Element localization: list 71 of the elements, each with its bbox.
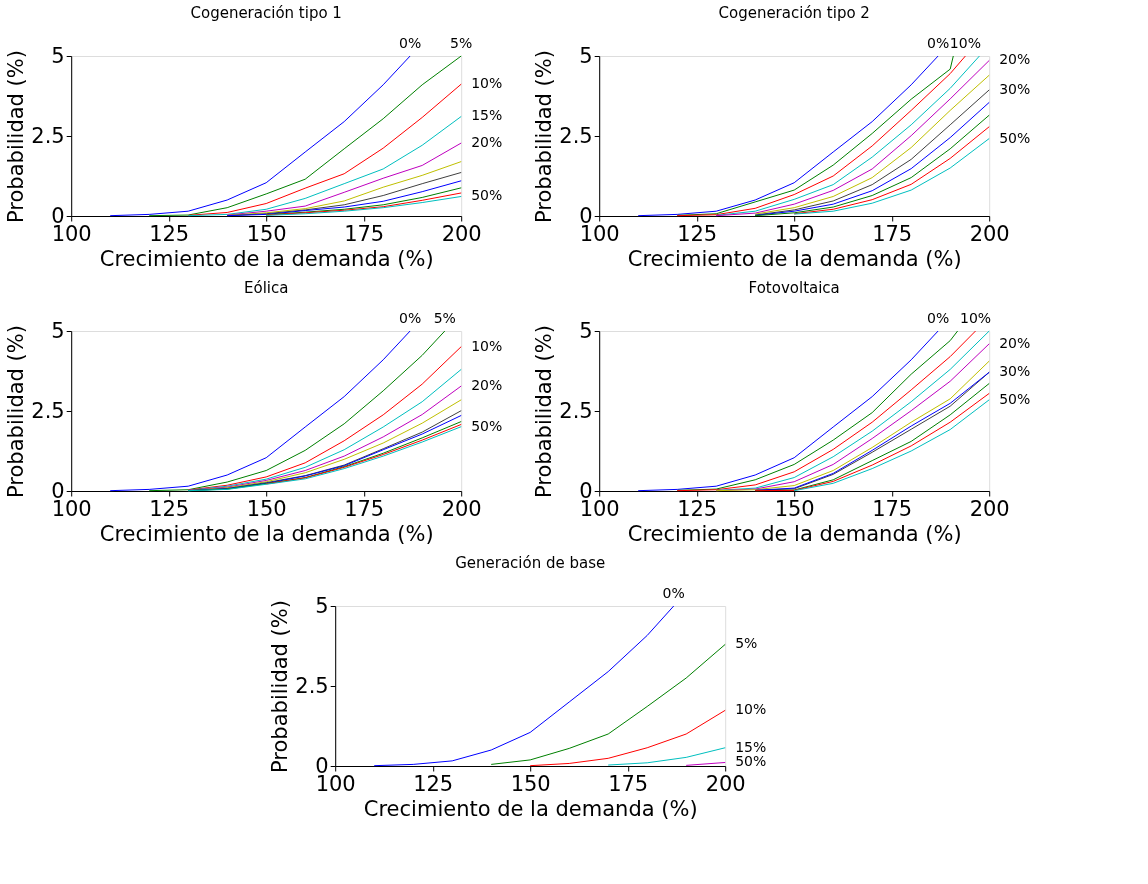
x-tick-label: 125 xyxy=(149,496,190,521)
x-tick-label: 150 xyxy=(774,496,815,521)
x-axis-title: Crecimiento de la demanda (%) xyxy=(627,521,962,546)
y-axis-title: Probabilidad (%) xyxy=(4,325,29,498)
y-tick-label: 2.5 xyxy=(559,398,593,423)
x-tick-label: 150 xyxy=(774,221,815,246)
y-tick-label: 5 xyxy=(579,43,593,68)
series-label: 50% xyxy=(735,753,767,770)
series-label: 10% xyxy=(471,337,503,354)
x-axis-title: Crecimiento de la demanda (%) xyxy=(99,246,434,271)
chart-title: Cogeneración tipo 1 xyxy=(190,4,342,22)
x-tick-label: 175 xyxy=(344,221,385,246)
series-label: 0% xyxy=(662,585,685,601)
series-label: 0% xyxy=(926,35,950,51)
chart-title: Generación de base xyxy=(455,554,606,572)
y-tick-label: 5 xyxy=(315,593,329,618)
x-tick-label: 125 xyxy=(677,496,718,521)
series-label: 20% xyxy=(999,334,1031,351)
y-tick-label: 2.5 xyxy=(31,123,65,148)
x-tick-label: 175 xyxy=(344,496,385,521)
series-label: 15% xyxy=(471,107,503,124)
y-axis-title: Probabilidad (%) xyxy=(268,600,293,773)
series-label: 20% xyxy=(471,134,503,151)
series-label: 0% xyxy=(398,310,422,326)
x-tick-label: 200 xyxy=(441,221,482,246)
series-label: 10% xyxy=(735,701,767,718)
chart-title: Eólica xyxy=(243,279,289,297)
chart-title: Fotovoltaica xyxy=(748,279,840,297)
series-label: 15% xyxy=(735,738,767,755)
x-tick-label: 150 xyxy=(510,771,551,796)
series-label: 5% xyxy=(735,635,758,652)
y-axis-title: Probabilidad (%) xyxy=(4,50,29,223)
x-tick-label: 150 xyxy=(246,221,287,246)
y-tick-label: 5 xyxy=(51,43,65,68)
series-label: 10% xyxy=(949,35,981,51)
series-label: 50% xyxy=(999,129,1031,146)
x-axis-title: Crecimiento de la demanda (%) xyxy=(627,246,962,271)
x-tick-label: 200 xyxy=(969,221,1010,246)
x-tick-label: 200 xyxy=(441,496,482,521)
y-axis-title: Probabilidad (%) xyxy=(532,325,557,498)
series-label: 5% xyxy=(450,35,473,51)
y-tick-label: 2.5 xyxy=(295,673,329,698)
x-tick-label: 200 xyxy=(705,771,746,796)
x-tick-label: 200 xyxy=(969,496,1010,521)
x-tick-label: 175 xyxy=(872,221,913,246)
series-label: 30% xyxy=(999,80,1031,97)
x-tick-label: 125 xyxy=(413,771,454,796)
x-tick-label: 125 xyxy=(149,221,190,246)
series-label: 50% xyxy=(471,187,503,204)
series-label: 0% xyxy=(398,35,422,51)
series-label: 10% xyxy=(959,310,992,326)
x-axis-title: Crecimiento de la demanda (%) xyxy=(363,796,698,821)
series-label: 20% xyxy=(471,377,503,394)
series-label: 50% xyxy=(999,390,1031,407)
y-axis-title: Probabilidad (%) xyxy=(532,50,557,223)
series-label: 5% xyxy=(433,310,456,326)
x-tick-label: 175 xyxy=(608,771,649,796)
y-tick-label: 2.5 xyxy=(559,123,593,148)
chart-title: Cogeneración tipo 2 xyxy=(718,4,870,22)
y-tick-label: 5 xyxy=(51,318,65,343)
series-label: 50% xyxy=(471,417,503,434)
y-tick-label: 5 xyxy=(579,318,593,343)
series-label: 30% xyxy=(999,363,1031,380)
x-tick-label: 125 xyxy=(677,221,718,246)
x-tick-label: 150 xyxy=(246,496,287,521)
y-tick-label: 2.5 xyxy=(31,398,65,423)
series-label: 10% xyxy=(471,75,503,92)
x-axis-title: Crecimiento de la demanda (%) xyxy=(99,521,434,546)
series-label: 20% xyxy=(999,51,1031,68)
series-label: 0% xyxy=(926,310,950,326)
x-tick-label: 175 xyxy=(872,496,913,521)
